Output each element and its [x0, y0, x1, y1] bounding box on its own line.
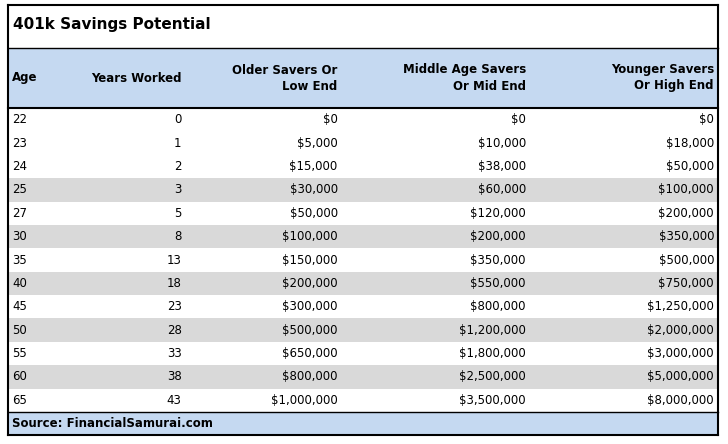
- Text: 5: 5: [174, 207, 181, 220]
- Text: 28: 28: [167, 324, 181, 337]
- Text: 30: 30: [12, 230, 27, 243]
- Bar: [8, 365, 718, 388]
- Text: $1,250,000: $1,250,000: [647, 300, 714, 313]
- Text: $100,000: $100,000: [282, 230, 338, 243]
- Text: 3: 3: [174, 183, 181, 196]
- Bar: [8, 108, 718, 131]
- Text: $15,000: $15,000: [290, 160, 338, 173]
- Text: 50: 50: [12, 324, 27, 337]
- Text: 25: 25: [12, 183, 27, 196]
- Text: $200,000: $200,000: [470, 230, 526, 243]
- Text: $8,000,000: $8,000,000: [647, 394, 714, 407]
- Text: 23: 23: [12, 137, 27, 150]
- Text: $200,000: $200,000: [658, 207, 714, 220]
- Text: 27: 27: [12, 207, 27, 220]
- Bar: [8, 412, 718, 435]
- Text: $3,500,000: $3,500,000: [459, 394, 526, 407]
- Bar: [8, 5, 718, 48]
- Text: 60: 60: [12, 370, 27, 384]
- Text: Source: FinancialSamurai.com: Source: FinancialSamurai.com: [12, 417, 213, 430]
- Text: $5,000: $5,000: [297, 137, 338, 150]
- Text: $3,000,000: $3,000,000: [647, 347, 714, 360]
- Text: $0: $0: [511, 113, 526, 126]
- Text: Years Worked: Years Worked: [91, 71, 181, 84]
- Text: $1,000,000: $1,000,000: [271, 394, 338, 407]
- Text: $2,000,000: $2,000,000: [647, 324, 714, 337]
- Text: $750,000: $750,000: [658, 277, 714, 290]
- Bar: [8, 388, 718, 412]
- Bar: [8, 295, 718, 318]
- Bar: [8, 318, 718, 342]
- Text: 2: 2: [174, 160, 181, 173]
- Text: 8: 8: [174, 230, 181, 243]
- Text: 38: 38: [167, 370, 181, 384]
- Text: 65: 65: [12, 394, 27, 407]
- Text: $120,000: $120,000: [470, 207, 526, 220]
- Text: 35: 35: [12, 254, 27, 266]
- Bar: [8, 248, 718, 272]
- Text: 22: 22: [12, 113, 27, 126]
- Text: $10,000: $10,000: [478, 137, 526, 150]
- Text: 55: 55: [12, 347, 27, 360]
- Text: $200,000: $200,000: [282, 277, 338, 290]
- Bar: [8, 155, 718, 178]
- Text: $0: $0: [699, 113, 714, 126]
- Text: 45: 45: [12, 300, 27, 313]
- Text: $50,000: $50,000: [290, 207, 338, 220]
- Text: Middle Age Savers
Or Mid End: Middle Age Savers Or Mid End: [403, 63, 526, 92]
- Bar: [8, 202, 718, 225]
- Text: Younger Savers
Or High End: Younger Savers Or High End: [611, 63, 714, 92]
- Bar: [8, 131, 718, 155]
- Text: $350,000: $350,000: [470, 254, 526, 266]
- Text: 18: 18: [167, 277, 181, 290]
- Text: $150,000: $150,000: [282, 254, 338, 266]
- Text: 43: 43: [167, 394, 181, 407]
- Bar: [8, 342, 718, 365]
- Text: $60,000: $60,000: [478, 183, 526, 196]
- Text: $500,000: $500,000: [282, 324, 338, 337]
- Text: $2,500,000: $2,500,000: [459, 370, 526, 384]
- Text: Older Savers Or
Low End: Older Savers Or Low End: [232, 63, 338, 92]
- Text: $1,800,000: $1,800,000: [459, 347, 526, 360]
- Text: 401k Savings Potential: 401k Savings Potential: [13, 17, 210, 32]
- Text: $18,000: $18,000: [665, 137, 714, 150]
- Text: $800,000: $800,000: [282, 370, 338, 384]
- Text: Age: Age: [12, 71, 38, 84]
- Text: 40: 40: [12, 277, 27, 290]
- Text: 33: 33: [167, 347, 181, 360]
- Text: $550,000: $550,000: [470, 277, 526, 290]
- Text: 13: 13: [167, 254, 181, 266]
- Text: $1,200,000: $1,200,000: [459, 324, 526, 337]
- Text: $350,000: $350,000: [659, 230, 714, 243]
- Text: 0: 0: [174, 113, 181, 126]
- Text: $0: $0: [323, 113, 338, 126]
- Text: 24: 24: [12, 160, 27, 173]
- Text: $650,000: $650,000: [282, 347, 338, 360]
- Text: 23: 23: [167, 300, 181, 313]
- Bar: [8, 225, 718, 248]
- Bar: [8, 272, 718, 295]
- Bar: [8, 48, 718, 108]
- Text: $300,000: $300,000: [282, 300, 338, 313]
- Text: $50,000: $50,000: [666, 160, 714, 173]
- Text: $38,000: $38,000: [478, 160, 526, 173]
- Text: $500,000: $500,000: [659, 254, 714, 266]
- Text: $30,000: $30,000: [290, 183, 338, 196]
- Text: $800,000: $800,000: [470, 300, 526, 313]
- Text: $5,000,000: $5,000,000: [647, 370, 714, 384]
- Bar: [8, 178, 718, 202]
- Text: $100,000: $100,000: [658, 183, 714, 196]
- Text: 1: 1: [174, 137, 181, 150]
